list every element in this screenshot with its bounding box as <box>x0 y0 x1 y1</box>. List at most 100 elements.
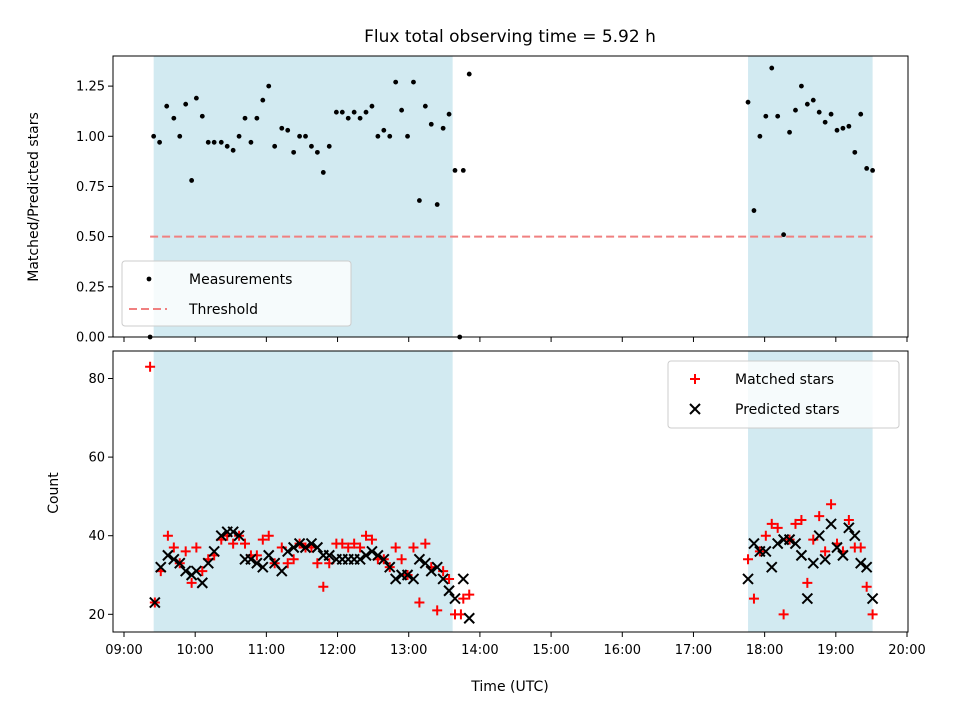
matched-stars-point <box>458 593 469 604</box>
measurement-point <box>375 133 381 139</box>
legend-label: Measurements <box>189 272 292 288</box>
bottom-y-axis-label: Count <box>46 472 62 514</box>
matched-stars-point <box>228 538 239 549</box>
measurement-point <box>460 168 466 173</box>
measurement-point <box>224 143 230 149</box>
measurement-point <box>357 115 363 121</box>
measurement-point <box>151 133 157 139</box>
measurement-point <box>834 127 840 133</box>
x-tick-label: 14:00 <box>461 643 498 658</box>
y-tick-label: 0.75 <box>76 180 105 195</box>
measurement-point <box>745 99 751 105</box>
x-tick-label: 18:00 <box>746 643 783 658</box>
measurement-point <box>303 133 308 139</box>
measurement-point <box>183 101 189 107</box>
predicted-stars-point <box>431 561 443 573</box>
measurement-point <box>297 133 302 139</box>
predicted-stars-point <box>407 573 420 585</box>
x-tick-label: 09:00 <box>105 643 142 658</box>
measurement-point <box>279 125 285 131</box>
predicted-stars-point <box>245 553 257 566</box>
matched-stars-point <box>820 546 831 557</box>
matched-stars-point <box>772 522 783 533</box>
matched-stars-point <box>180 546 191 557</box>
predicted-stars-point <box>263 549 275 562</box>
measurement-point <box>339 109 345 115</box>
measurement-point <box>363 109 369 115</box>
measurement-point <box>769 65 775 71</box>
predicted-stars-point <box>168 553 180 566</box>
x-tick-label: 10:00 <box>176 643 213 658</box>
predicted-stars-point <box>257 561 269 573</box>
bottom-panel: 20 40 60 80 09:00 10:00 11:00 12:00 13:00 14:00 15… <box>88 350 926 658</box>
predicted-stars-point <box>179 565 192 577</box>
matched-stars-point <box>444 573 455 584</box>
matched-stars-point <box>390 542 401 553</box>
measurement-point <box>171 115 177 121</box>
legend-box <box>667 360 900 429</box>
measurement-point <box>266 83 272 89</box>
predicted-stars-point <box>801 592 814 605</box>
matched-stars-point <box>191 542 202 553</box>
y-tick-label: 0.50 <box>76 230 105 245</box>
y-tick-label: 20 <box>88 608 105 623</box>
predicted-stars-point <box>457 573 470 585</box>
y-tick-label: 1.25 <box>76 80 105 95</box>
predicted-stars-point <box>287 541 300 554</box>
measurement-point <box>177 133 183 139</box>
x-tick-label: 16:00 <box>604 643 641 658</box>
predicted-stars-point <box>208 545 220 558</box>
measurement-point <box>466 71 472 77</box>
top-y-axis-label: Matched/Predicted stars <box>26 112 42 282</box>
predicted-stars-point <box>807 557 819 569</box>
predicted-stars-point <box>389 573 402 585</box>
matched-stars-point <box>162 530 173 541</box>
measurement-point <box>291 149 297 155</box>
matched-stars-point <box>186 577 197 588</box>
predicted-stars-point <box>276 565 288 577</box>
measurement-point <box>781 232 787 238</box>
measurement-point <box>793 107 798 113</box>
matched-stars-point <box>263 530 274 541</box>
predicted-stars-point <box>813 530 825 542</box>
measurement-point <box>193 95 199 101</box>
matched-stars-point <box>282 558 293 569</box>
measurement-point <box>199 113 205 119</box>
measurement-point <box>816 109 822 115</box>
predicted-stars-point <box>299 541 312 554</box>
x-tick-label: 12:00 <box>319 643 356 658</box>
measurement-point <box>205 139 211 145</box>
predicted-stars-point <box>401 569 414 581</box>
predicted-stars-point <box>760 545 772 558</box>
measurement-point <box>189 178 195 183</box>
measurement-point <box>417 198 422 203</box>
y-tick-label: 0.00 <box>76 331 105 346</box>
predicted-stars-point <box>837 549 849 562</box>
predicted-stars-point <box>251 557 263 569</box>
legend-marker-measurements <box>146 276 152 282</box>
predicted-stars-point <box>819 553 831 566</box>
matched-stars-point <box>790 518 801 529</box>
predicted-stars-point <box>155 561 167 573</box>
measurement-point <box>236 133 242 139</box>
predicted-stars-point <box>748 537 760 550</box>
measurement-point <box>399 107 405 113</box>
matched-stars-point <box>414 597 425 608</box>
matched-stars-point <box>197 566 208 577</box>
measurement-point <box>345 115 351 121</box>
observing-window-shade <box>748 56 873 337</box>
matched-stars-point <box>240 538 251 549</box>
matched-stars-point <box>257 534 268 545</box>
measurement-point <box>446 111 452 117</box>
legend-marker-matched <box>690 374 700 384</box>
measurement-point <box>157 139 162 145</box>
y-tick-label: 60 <box>88 451 105 466</box>
measurement-point <box>428 121 434 127</box>
legend-label: Predicted stars <box>735 402 840 418</box>
predicted-stars-point <box>190 565 203 577</box>
matched-stars-point <box>760 530 771 541</box>
predicted-stars-point <box>419 557 432 569</box>
predicted-stars-point <box>293 537 306 550</box>
matched-stars-point <box>861 581 872 592</box>
